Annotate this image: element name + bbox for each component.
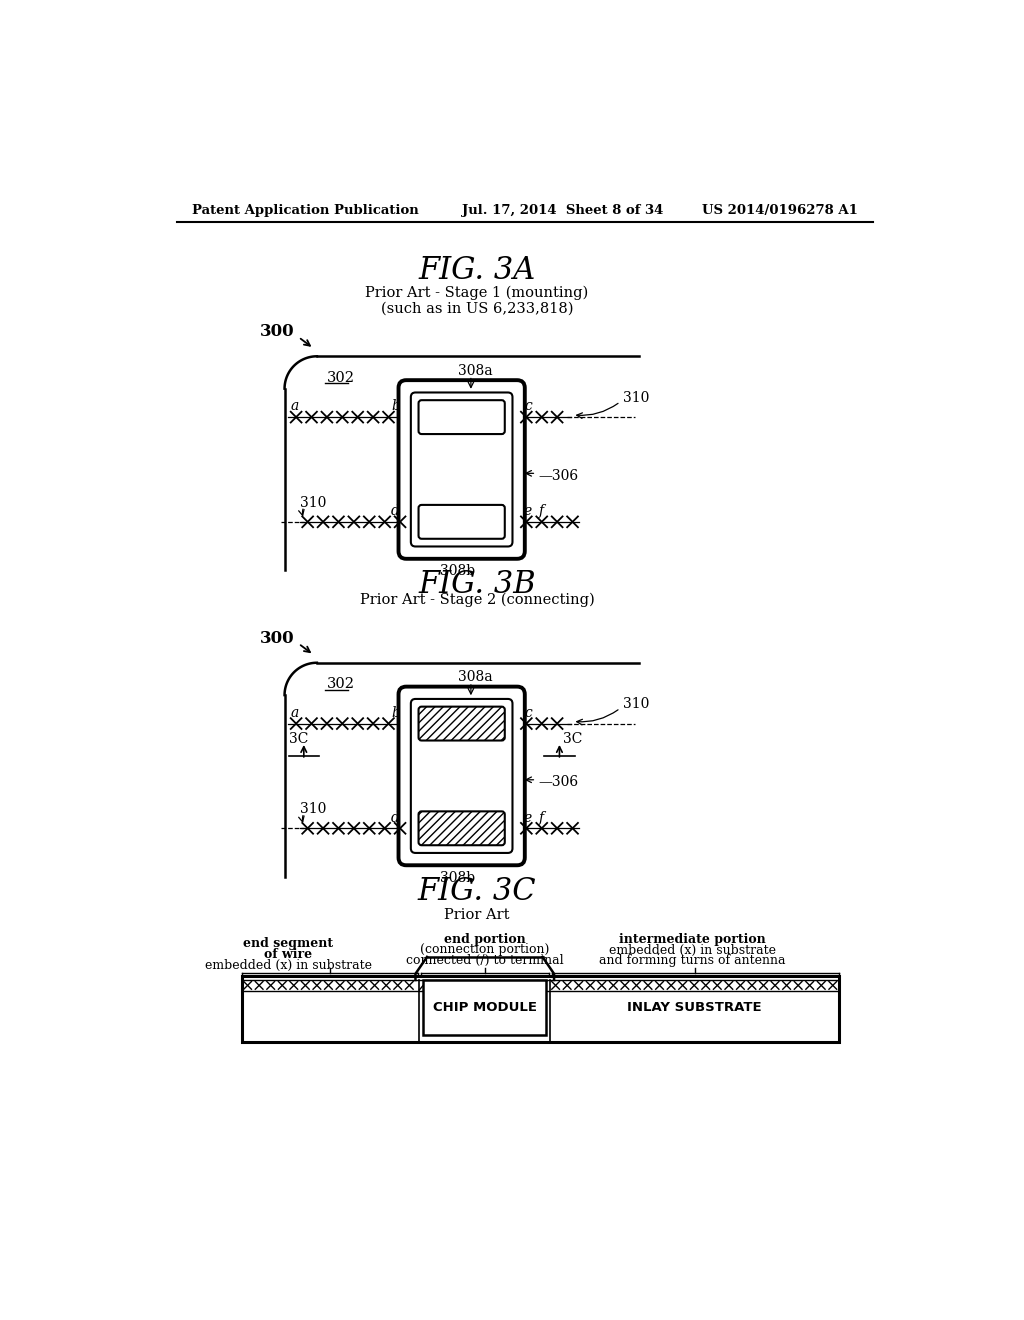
Text: US 2014/0196278 A1: US 2014/0196278 A1 <box>701 205 857 218</box>
Text: b: b <box>391 400 400 413</box>
Text: 310: 310 <box>624 391 650 405</box>
FancyBboxPatch shape <box>411 700 512 853</box>
Text: end segment: end segment <box>244 937 334 950</box>
Text: FIG. 3C: FIG. 3C <box>418 876 537 907</box>
Text: 310: 310 <box>624 697 650 711</box>
Text: 308: 308 <box>445 774 477 791</box>
Text: 310: 310 <box>300 495 327 510</box>
FancyBboxPatch shape <box>411 392 512 546</box>
Text: d: d <box>391 810 400 825</box>
Text: 300: 300 <box>260 630 295 647</box>
Text: Prior Art - Stage 2 (connecting): Prior Art - Stage 2 (connecting) <box>359 593 595 607</box>
Text: Prior Art - Stage 1 (mounting): Prior Art - Stage 1 (mounting) <box>366 286 589 301</box>
Text: 308a: 308a <box>458 364 493 378</box>
FancyBboxPatch shape <box>419 506 505 539</box>
Text: —306: —306 <box>539 469 579 483</box>
Text: 302: 302 <box>327 677 355 692</box>
Text: a: a <box>291 706 299 719</box>
Bar <box>243 977 839 1041</box>
Text: of wire: of wire <box>264 948 312 961</box>
FancyBboxPatch shape <box>398 686 524 866</box>
Text: 300: 300 <box>260 323 295 341</box>
Text: Prior Art: Prior Art <box>444 908 510 921</box>
FancyBboxPatch shape <box>398 380 524 558</box>
Text: e: e <box>523 504 532 517</box>
FancyBboxPatch shape <box>419 812 505 845</box>
Text: 3C: 3C <box>289 733 308 746</box>
Text: FIG. 3B: FIG. 3B <box>418 569 536 599</box>
Text: FIG. 3A: FIG. 3A <box>419 255 536 285</box>
Bar <box>423 979 547 1035</box>
Text: embedded (x) in substrate: embedded (x) in substrate <box>609 944 776 957</box>
Text: (such as in US 6,233,818): (such as in US 6,233,818) <box>381 301 573 315</box>
Text: connected (/) to terminal: connected (/) to terminal <box>406 954 563 968</box>
Text: Jul. 17, 2014  Sheet 8 of 34: Jul. 17, 2014 Sheet 8 of 34 <box>462 205 663 218</box>
Text: intermediate portion: intermediate portion <box>620 933 766 945</box>
Text: e: e <box>523 810 532 825</box>
Text: 302: 302 <box>327 371 355 385</box>
Text: INLAY SUBSTRATE: INLAY SUBSTRATE <box>628 1001 762 1014</box>
Text: d: d <box>391 504 400 517</box>
Text: (connection portion): (connection portion) <box>420 944 550 957</box>
Text: f: f <box>540 810 545 825</box>
FancyBboxPatch shape <box>419 706 505 741</box>
Text: a: a <box>291 400 299 413</box>
Text: —306: —306 <box>539 775 579 789</box>
Text: c: c <box>524 400 531 413</box>
Text: 308b: 308b <box>440 871 475 884</box>
Text: end portion: end portion <box>443 933 525 945</box>
Text: 3C: 3C <box>563 733 583 746</box>
FancyBboxPatch shape <box>419 400 505 434</box>
Text: c: c <box>524 706 531 719</box>
Text: f: f <box>540 504 545 517</box>
Text: 310: 310 <box>300 803 327 816</box>
Text: 308a: 308a <box>458 671 493 684</box>
Text: and forming turns of antenna: and forming turns of antenna <box>599 954 785 968</box>
Text: 308: 308 <box>445 467 477 484</box>
Text: b: b <box>391 706 400 719</box>
Text: Patent Application Publication: Patent Application Publication <box>193 205 419 218</box>
Text: 308b: 308b <box>440 564 475 578</box>
Text: embedded (x) in substrate: embedded (x) in substrate <box>205 958 372 972</box>
Text: CHIP MODULE: CHIP MODULE <box>433 1001 537 1014</box>
